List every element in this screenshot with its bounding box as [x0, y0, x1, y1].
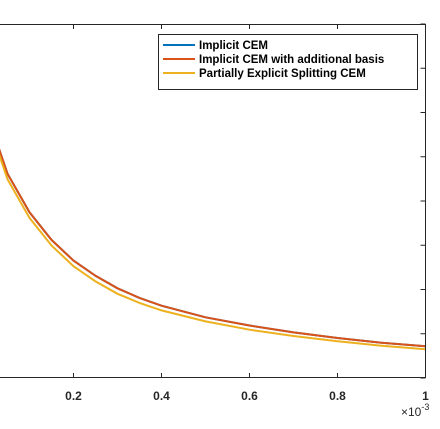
x-ticks: 0.2 0.4 0.6 0.8 1 [65, 24, 429, 403]
x-tick-label: 1 [422, 389, 429, 403]
x-exponent-power: -3 [421, 402, 429, 412]
x-tick-label: 0.8 [329, 389, 346, 403]
x-tick-label: 0.4 [153, 389, 170, 403]
legend-label-3: Partially Explicit Splitting CEM [199, 68, 366, 80]
x-exponent-base: ×10 [401, 405, 422, 419]
y-ticks [420, 23, 426, 379]
series-line-3 [0, 154, 426, 351]
legend: Implicit CEM Implicit CEM with additional… [158, 34, 418, 90]
legend-box [158, 34, 418, 90]
x-exponent-label: ×10-3 [401, 402, 429, 419]
x-tick-label: 0.2 [65, 389, 82, 403]
series-layer [0, 148, 426, 351]
series-line-2 [0, 148, 426, 348]
x-tick-label: 0.6 [241, 389, 258, 403]
legend-label-1: Implicit CEM [199, 40, 268, 52]
legend-label-2: Implicit CEM with additional basis [199, 54, 384, 66]
